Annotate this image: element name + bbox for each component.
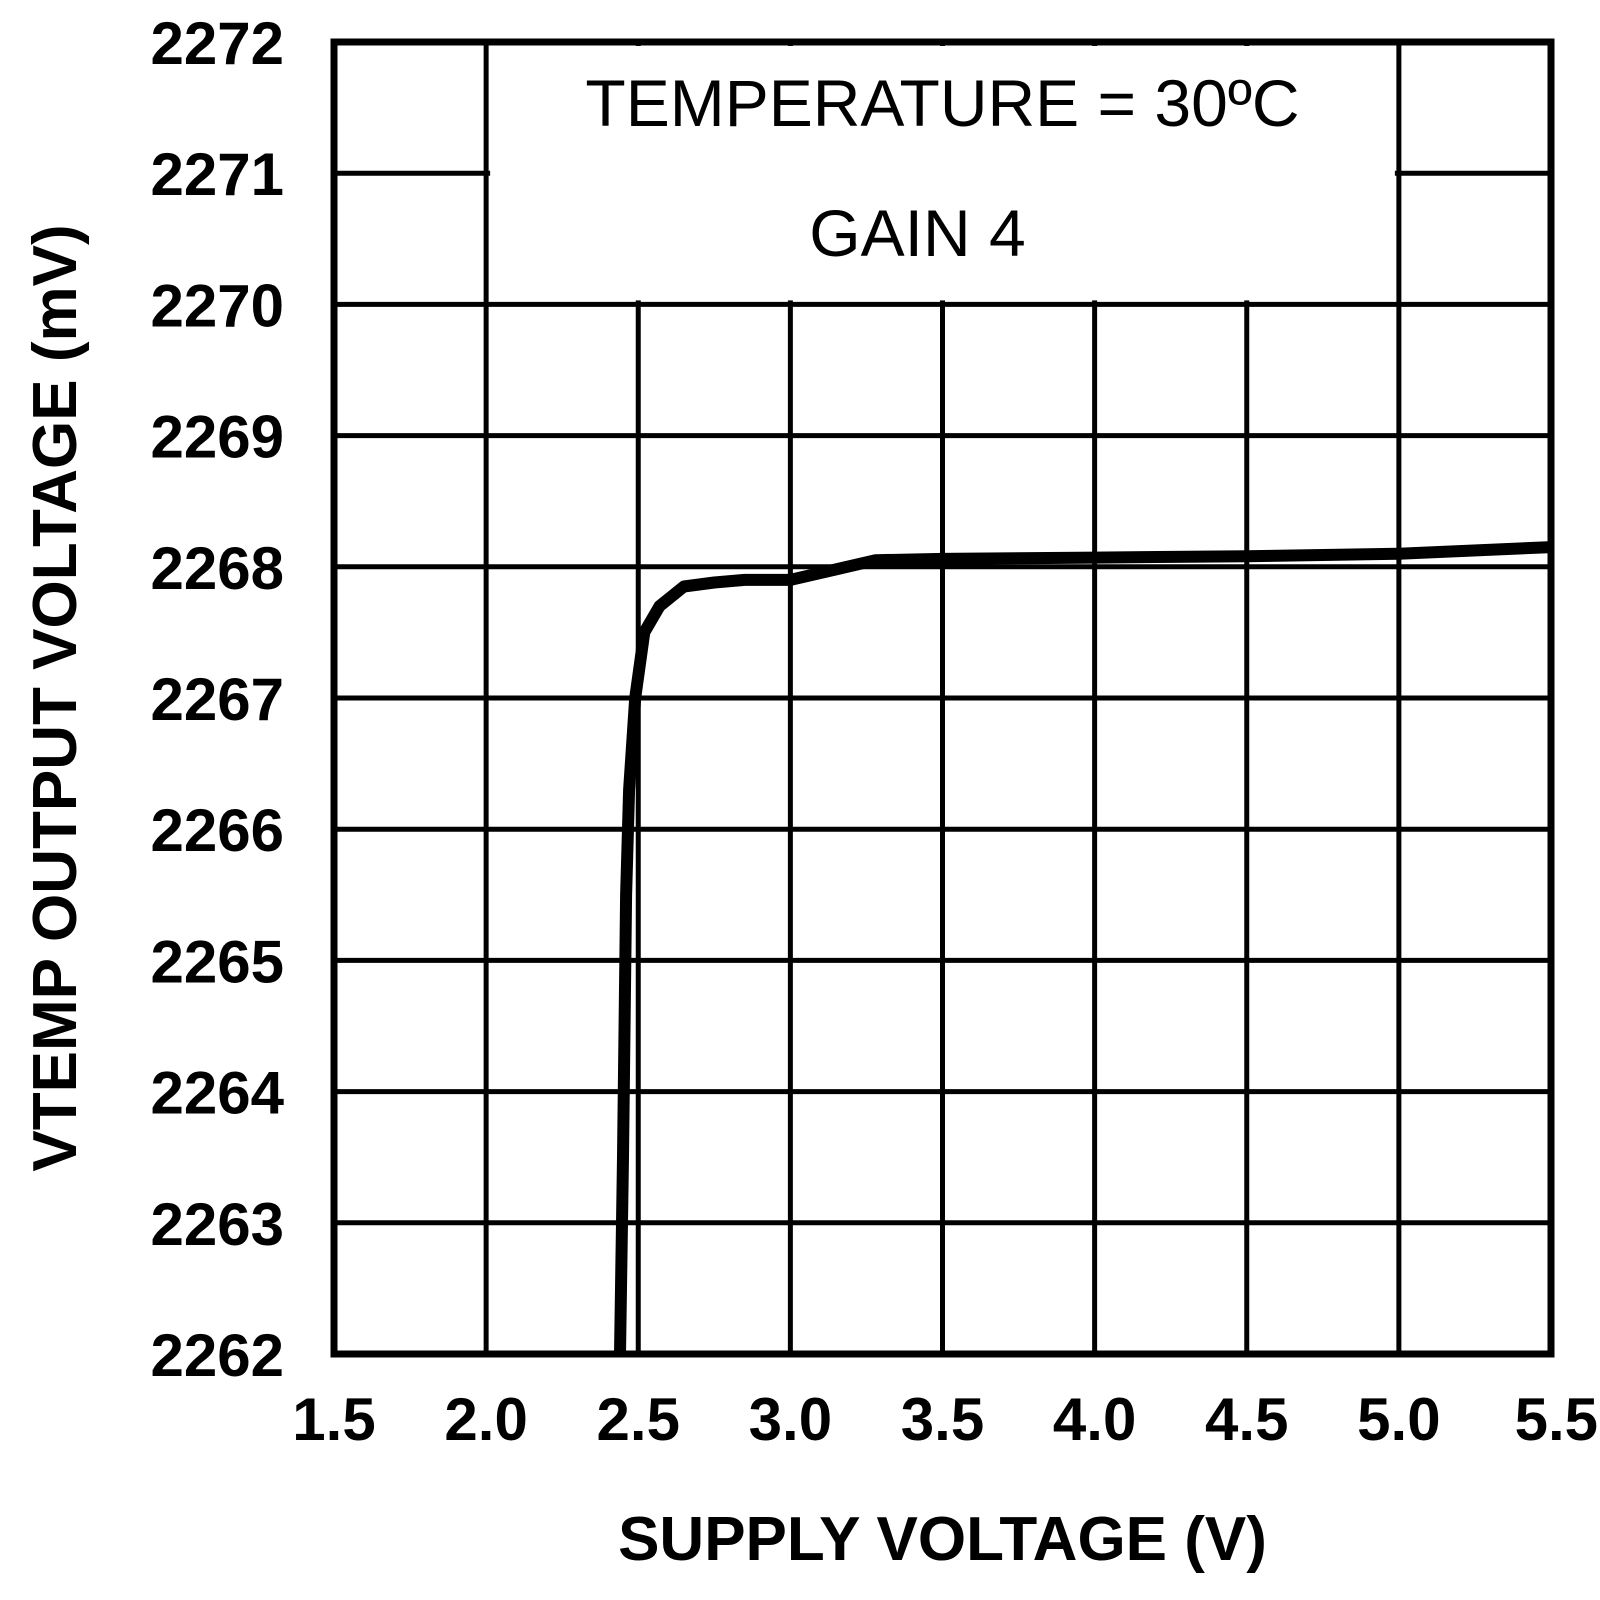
series-layer xyxy=(614,541,1552,1355)
x-tick-label: 3.5 xyxy=(901,1386,984,1453)
x-tick-label: 5.5 xyxy=(1515,1386,1598,1453)
y-tick-label: 2271 xyxy=(151,141,284,208)
y-tick-label: 2267 xyxy=(151,666,284,733)
x-tick-label: 1.5 xyxy=(292,1386,375,1453)
annotation-box xyxy=(490,46,1395,301)
y-tick-label: 2264 xyxy=(151,1060,285,1127)
y-axis-title: VTEMP OUTPUT VOLTAGE (mV) xyxy=(21,224,90,1171)
series-line xyxy=(614,541,1552,1355)
x-tick-label: 2.0 xyxy=(444,1386,527,1453)
annotation-temperature: TEMPERATURE = 30ºC xyxy=(585,66,1299,140)
y-tick-label: 2270 xyxy=(151,272,284,339)
y-tick-label: 2265 xyxy=(151,928,284,995)
x-tick-label: 4.0 xyxy=(1053,1386,1136,1453)
x-tick-labels: 1.5 2.0 2.5 3.0 3.5 4.0 4.5 5.0 5.5 xyxy=(292,1386,1598,1453)
y-tick-label: 2263 xyxy=(151,1191,284,1258)
y-tick-labels: 2262 2263 2264 2265 2266 2267 2268 2269 2270 2271… xyxy=(151,10,285,1389)
y-tick-label: 2268 xyxy=(151,535,284,602)
x-tick-label: 5.0 xyxy=(1357,1386,1440,1453)
y-tick-label: 2266 xyxy=(151,797,284,864)
annotation-gain: GAIN 4 xyxy=(809,196,1025,270)
y-tick-label: 2272 xyxy=(151,10,284,77)
x-tick-label: 2.5 xyxy=(597,1386,680,1453)
plot-frame xyxy=(330,38,1555,1358)
x-tick-label: 4.5 xyxy=(1205,1386,1288,1453)
x-axis-title: SUPPLY VOLTAGE (V) xyxy=(618,1505,1267,1574)
x-tick-label: 3.0 xyxy=(749,1386,832,1453)
y-tick-label: 2269 xyxy=(151,404,284,471)
y-tick-label: 2262 xyxy=(151,1322,284,1389)
